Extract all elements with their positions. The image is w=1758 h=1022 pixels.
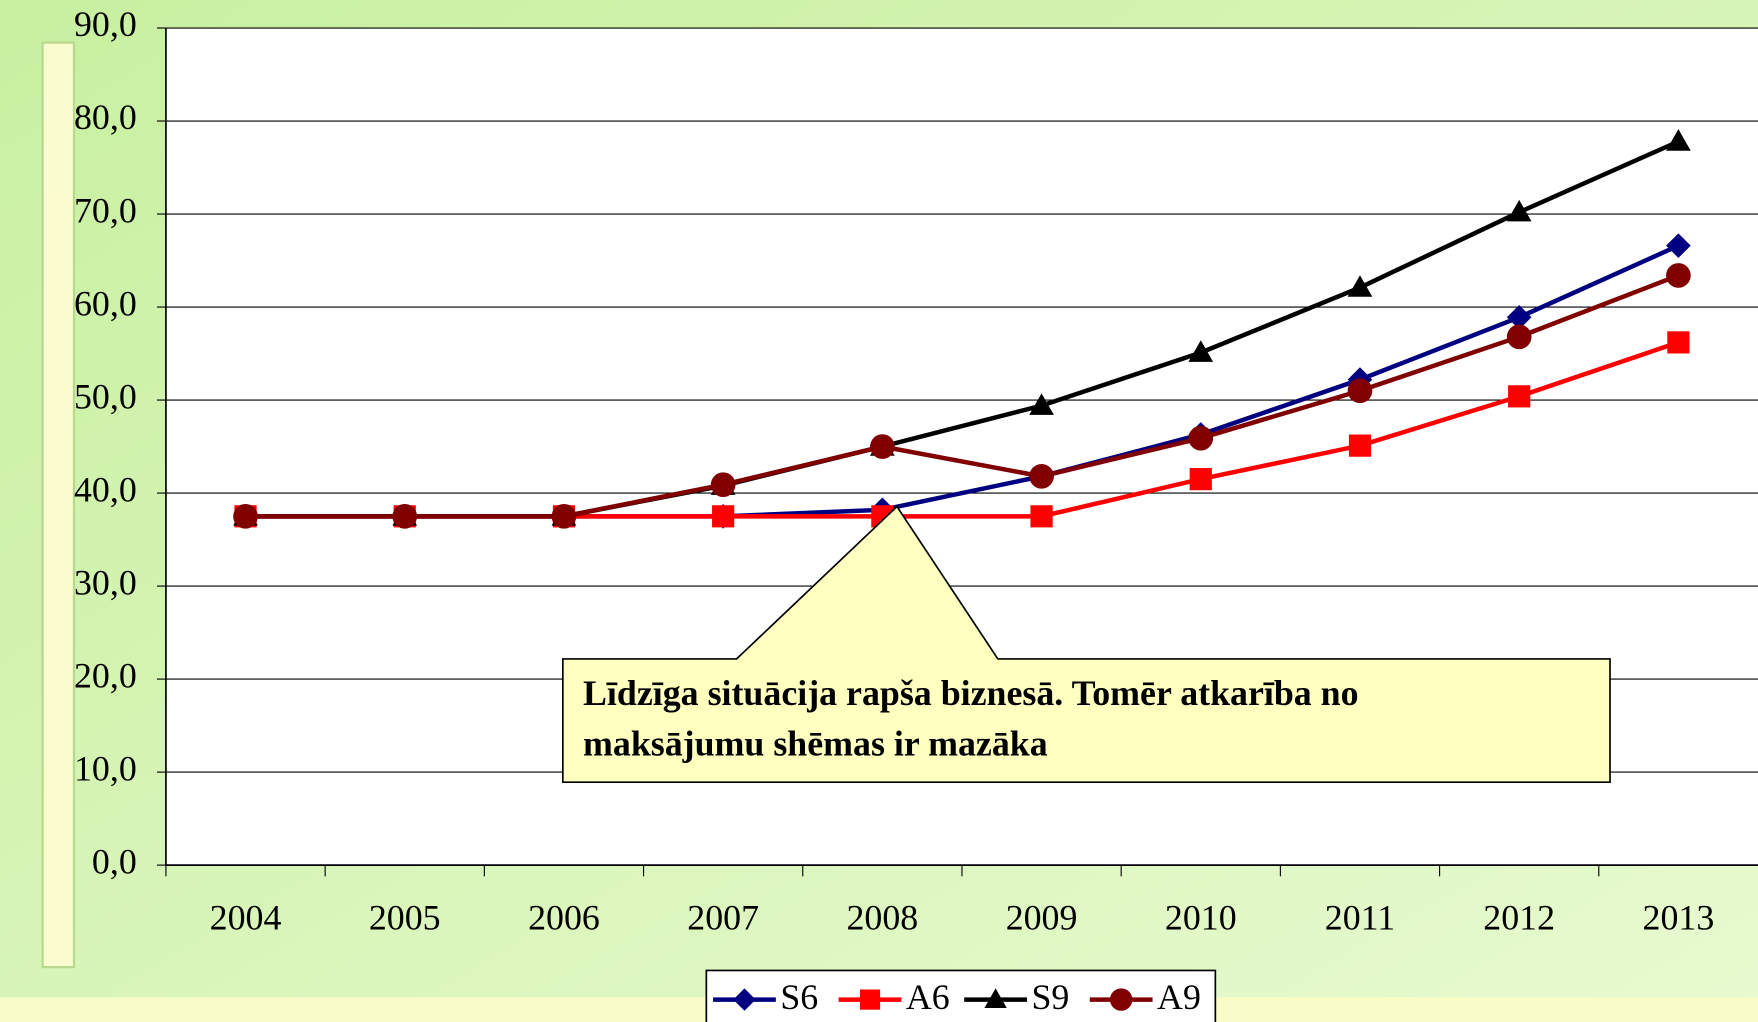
marker bbox=[233, 503, 258, 529]
marker bbox=[1506, 324, 1532, 350]
marker bbox=[551, 503, 577, 529]
x-tick-label: 2013 bbox=[1643, 897, 1715, 937]
marker bbox=[859, 989, 881, 1010]
marker bbox=[1030, 505, 1053, 528]
marker bbox=[870, 434, 895, 459]
marker bbox=[1508, 385, 1531, 408]
side-strip bbox=[41, 41, 76, 969]
y-tick-label: 70,0 bbox=[74, 190, 137, 230]
marker bbox=[1506, 304, 1532, 330]
legend-label: A9 bbox=[1157, 977, 1201, 1017]
y-tick-label: 90,0 bbox=[74, 4, 137, 44]
x-tick-label: 2010 bbox=[1165, 897, 1237, 937]
lines bbox=[233, 129, 1691, 529]
legend-label: S9 bbox=[1031, 977, 1069, 1017]
grid: 0,0 10,0 20,0 30,0 40,0 50,0 60,0 70,0 80,0 90,0 2… bbox=[74, 4, 1758, 937]
x-tick-label: 2005 bbox=[369, 897, 441, 937]
marker bbox=[1347, 378, 1373, 404]
marker bbox=[1666, 233, 1691, 258]
marker bbox=[1667, 331, 1690, 354]
marker bbox=[1188, 425, 1214, 451]
callout bbox=[561, 505, 1611, 784]
annotation-text: Līdzīga situācija rapša biznesā. Tomēr a… bbox=[583, 673, 1359, 713]
marker bbox=[1348, 434, 1372, 457]
marker bbox=[1109, 988, 1133, 1011]
marker bbox=[1029, 393, 1054, 415]
y-tick-label: 0,0 bbox=[92, 841, 137, 881]
x-tick-label: 2011 bbox=[1325, 897, 1395, 937]
marker bbox=[984, 988, 1007, 1008]
y-tick-label: 60,0 bbox=[74, 283, 137, 323]
marker bbox=[710, 472, 736, 498]
annotation-text: maksājumu shēmas ir mazāka bbox=[583, 724, 1048, 764]
x-tick-label: 2008 bbox=[846, 897, 918, 937]
y-tick-label: 80,0 bbox=[74, 97, 137, 137]
marker bbox=[1029, 464, 1054, 489]
marker bbox=[1506, 199, 1532, 222]
marker bbox=[1188, 340, 1214, 362]
marker bbox=[1347, 275, 1373, 297]
marker bbox=[1666, 129, 1691, 151]
x-tick-label: 2006 bbox=[528, 897, 600, 937]
legend-items: S6 A6 S9 A9 bbox=[713, 977, 1201, 1017]
y-tick-label: 30,0 bbox=[74, 562, 137, 602]
y-tick-label: 20,0 bbox=[74, 655, 137, 695]
y-tick-label: 50,0 bbox=[74, 376, 137, 416]
x-tick-label: 2007 bbox=[687, 897, 759, 937]
marker bbox=[392, 503, 418, 529]
x-tick-label: 2012 bbox=[1483, 897, 1555, 937]
legend-label: A6 bbox=[906, 977, 950, 1017]
x-tick-label: 2004 bbox=[210, 897, 282, 937]
marker bbox=[1189, 468, 1212, 491]
legend-label: S6 bbox=[780, 977, 818, 1017]
y-tick-label: 10,0 bbox=[74, 748, 137, 788]
annotation: Līdzīga situācija rapša biznesā. Tomēr a… bbox=[561, 505, 1611, 784]
series-line bbox=[245, 273, 1680, 519]
marker bbox=[712, 505, 735, 528]
y-tick-label: 40,0 bbox=[74, 469, 137, 509]
marker bbox=[1666, 263, 1691, 288]
x-tick-label: 2009 bbox=[1006, 897, 1078, 937]
